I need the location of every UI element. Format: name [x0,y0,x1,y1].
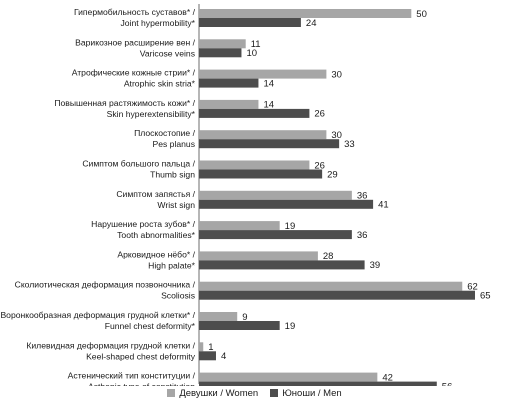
bar-women [199,69,327,79]
data-label-men: 39 [370,260,381,271]
category-label-ru: Астенический тип конституции / [68,371,196,381]
legend-item-women: Девушки / Women [167,388,258,399]
bar-men [199,108,310,118]
bar-women [199,190,352,200]
data-label-men: 14 [263,78,274,89]
bar-women [199,251,318,261]
data-label-women: 42 [382,372,393,383]
data-label-women: 26 [314,160,325,171]
category-label-ru: Нарушение роста зубов* / [91,219,195,229]
legend-label-men: Юноши / Men [282,387,342,399]
category-label-ru: Гипермобильность суставов* / [74,7,196,17]
data-label-women: 11 [251,39,261,50]
category-label-en: Wrist sign [157,200,195,210]
data-label-men: 26 [314,109,325,120]
data-label-women: 1 [208,342,213,353]
data-label-women: 30 [331,130,342,141]
data-label-men: 36 [357,230,368,241]
bar-women [199,221,280,231]
bar-men [199,381,437,386]
category-label-en: Thumb sign [150,170,195,180]
category-label-ru: Плоскостопие / [134,128,196,138]
data-label-women: 36 [357,191,368,202]
bar-men [199,18,301,27]
category-label-en: Asthenic type of constitution [88,382,195,386]
legend-swatch-women [167,389,176,397]
category-label-en: Atrophic skin stria* [124,79,196,89]
category-label-en: Varicose veins [140,48,195,58]
category-label-en: Tooth abnormalities* [117,230,196,240]
bar-men [199,199,374,209]
category-label-ru: Варикозное расширение вен / [75,37,195,47]
legend-swatch-men [270,389,279,397]
legend-label-women: Девушки / Women [179,387,259,399]
data-label-women: 30 [331,69,342,80]
bar-men [199,139,340,149]
data-label-men: 33 [344,139,355,150]
bar-men [199,321,280,330]
data-label-women: 19 [285,221,296,232]
data-label-women: 14 [263,100,274,111]
bar-chart: Гипермобильность суставов* /Joint hyperm… [0,4,491,386]
category-label-en: Skin hyperextensibility* [107,109,196,119]
bar-women [199,9,412,18]
data-label-women: 50 [416,9,427,20]
category-label-ru: Атрофические кожные стрии* / [72,68,196,78]
data-label-women: 28 [323,251,334,262]
category-label-en: High palate* [148,260,195,270]
category-label-en: Joint hypermobility* [120,18,195,28]
category-label-en: Funnel chest deformity* [105,321,196,331]
bar-men [199,351,216,361]
data-label-men: 29 [327,169,338,180]
bar-women [199,342,204,352]
legend: Девушки / Women Юноши / Men [0,386,509,400]
category-label-ru: Симптом большого пальца / [82,159,195,169]
bar-men [199,78,259,88]
data-label-men: 19 [285,321,296,332]
category-label-en: Keel-shaped chest deformity [86,351,196,361]
bar-women [199,39,246,49]
bar-women [199,160,310,170]
data-label-men: 65 [480,291,491,302]
bar-men [199,48,242,58]
legend-item-men: Юноши / Men [270,387,342,399]
data-label-men: 4 [221,351,226,362]
category-label-ru: Повышенная растяжимость кожи* / [54,98,195,108]
bar-women [199,99,259,109]
bar-men [199,230,352,240]
category-label-ru: Сколиотическая деформация позвоночника / [15,280,196,290]
data-label-men: 56 [442,381,453,386]
category-label-ru: Симптом запястья / [116,189,195,199]
category-label-ru: Арковидное нёбо* / [117,249,195,259]
data-label-women: 9 [242,312,247,323]
bar-men [199,260,365,270]
data-label-men: 24 [306,18,317,29]
bar-women [199,130,327,140]
data-label-women: 62 [467,282,478,293]
bar-men [199,290,475,300]
category-label-en: Scoliosis [161,291,195,301]
bar-women [199,281,463,291]
bar-women [199,372,378,382]
data-label-men: 10 [246,48,257,59]
data-label-men: 41 [378,200,389,211]
category-label-en: Pes planus [152,139,195,149]
bar-women [199,312,238,321]
category-label-ru: Килевидная деформация грудной клетки / [26,340,195,350]
category-label-ru: Воронкообразная деформация грудной клетк… [0,310,195,320]
bar-men [199,169,323,179]
